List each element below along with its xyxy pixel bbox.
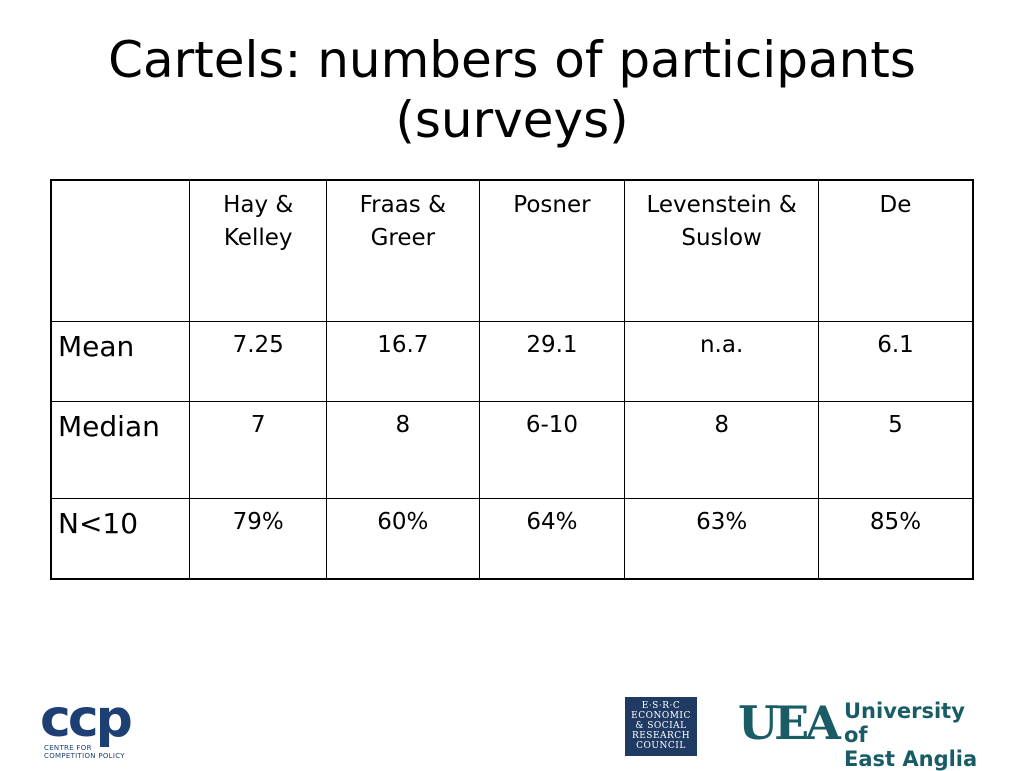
table-cell: 63% (624, 497, 819, 580)
table-cell: 79% (189, 497, 328, 580)
table-cell: 60% (326, 497, 480, 580)
table-cell: 7.25 (189, 320, 328, 402)
table-cell: 16.7 (326, 320, 480, 402)
row-label-n-under-10: N<10 (50, 497, 191, 580)
table-row: Mean 7.25 16.7 29.1 n.a. 6.1 (50, 320, 974, 402)
row-label-median: Median (50, 400, 191, 499)
uea-logo: UEA University of East Anglia (738, 696, 988, 771)
header-levenstein-suslow: Levenstein & Suslow (624, 179, 819, 322)
row-label-mean: Mean (50, 320, 191, 402)
ccp-logo-subtitle-2: COMPETITION POLICY (44, 752, 125, 760)
ccp-logo: ccp CENTRE FOR COMPETITION POLICY (40, 689, 160, 760)
header-hay-kelley: Hay & Kelley (189, 179, 328, 322)
header-de: De (817, 179, 974, 322)
table-cell: 8 (326, 400, 480, 499)
table-cell: n.a. (624, 320, 819, 402)
esrc-logo-line: E·S·R·C (641, 701, 681, 711)
participants-table: Hay & Kelley Fraas & Greer Posner Levens… (50, 179, 974, 580)
uea-logo-name-line-1: University of (844, 699, 965, 747)
table-cell: 5 (817, 400, 974, 499)
table-cell: 85% (817, 497, 974, 580)
header-posner: Posner (478, 179, 626, 322)
table-row: Median 7 8 6-10 8 5 (50, 400, 974, 499)
uea-logo-name: University of East Anglia (844, 699, 988, 771)
table-header-row: Hay & Kelley Fraas & Greer Posner Levens… (50, 179, 974, 322)
uea-logo-mark: UEA (738, 696, 841, 750)
ccp-logo-letters: ccp (40, 689, 133, 749)
table-cell: 7 (189, 400, 328, 499)
esrc-logo-line: & SOCIAL (635, 721, 687, 731)
table-cell: 8 (624, 400, 819, 499)
slide-title: Cartels: numbers of participants (survey… (0, 30, 1024, 150)
esrc-logo-line: ECONOMIC (631, 711, 691, 721)
ccp-logo-subtitle-1: CENTRE FOR (44, 744, 92, 752)
table-cell: 29.1 (478, 320, 626, 402)
slide-title-line-1: Cartels: numbers of participants (108, 31, 916, 89)
header-fraas-greer: Fraas & Greer (326, 179, 480, 322)
table-cell: 6-10 (478, 400, 626, 499)
header-cell-empty (50, 179, 191, 322)
esrc-logo: E·S·R·C ECONOMIC & SOCIAL RESEARCH COUNC… (625, 697, 697, 756)
table-cell: 6.1 (817, 320, 974, 402)
table-cell: 64% (478, 497, 626, 580)
esrc-logo-line: RESEARCH (631, 731, 691, 741)
uea-logo-name-line-2: East Anglia (844, 747, 978, 771)
esrc-logo-line: COUNCIL (636, 741, 686, 751)
slide-title-line-2: (surveys) (395, 91, 629, 149)
table-row: N<10 79% 60% 64% 63% 85% (50, 497, 974, 580)
